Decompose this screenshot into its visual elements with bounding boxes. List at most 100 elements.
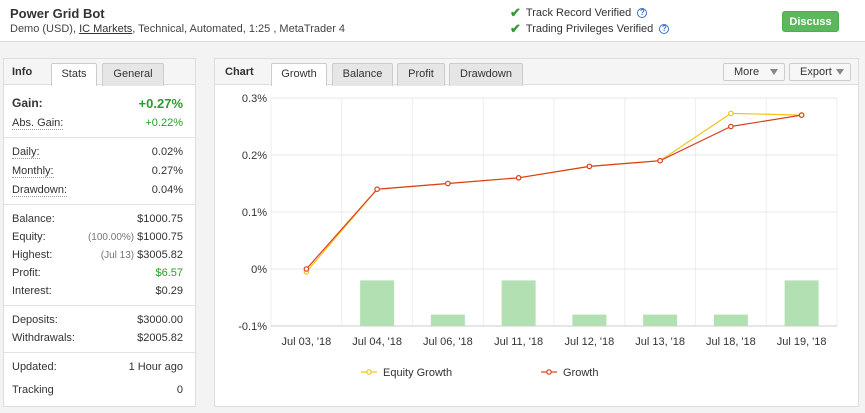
abs-gain-row: Abs. Gain: +0.22% <box>12 117 183 130</box>
tab-drawdown[interactable]: Drawdown <box>449 63 523 86</box>
growth-legend-label: Growth <box>563 367 598 379</box>
deposits-row: Deposits: $3000.00 <box>12 314 183 326</box>
check-icon: ✔ <box>510 21 521 36</box>
tracking-label: Tracking <box>12 384 54 396</box>
tab-general[interactable]: General <box>102 63 164 86</box>
x-tick-label: Jul 19, '18 <box>777 336 827 348</box>
monthly-value: 0.27% <box>151 165 183 177</box>
system-details: , Technical, Automated, 1:25 , MetaTrade… <box>132 23 346 35</box>
x-tick-label: Jul 11, '18 <box>494 336 543 348</box>
system-subtitle: Demo (USD), IC Markets, Technical, Autom… <box>10 23 345 35</box>
growth-point <box>515 175 522 181</box>
info-title: Info <box>12 66 33 78</box>
updated-row: Updated: 1 Hour ago <box>12 361 183 373</box>
drawdown-label[interactable]: Drawdown: <box>12 184 68 197</box>
divider <box>4 204 195 205</box>
chart-bar <box>572 314 607 326</box>
equity-note: (100.00%) <box>87 232 135 243</box>
divider <box>4 137 195 138</box>
monthly-label[interactable]: Monthly: <box>12 165 54 178</box>
updated-value: 1 Hour ago <box>128 361 183 373</box>
x-tick-label: Jul 04, '18 <box>352 336 402 348</box>
y-tick-label: 0.1% <box>242 207 267 219</box>
check-icon: ✔ <box>510 5 521 20</box>
info-panel: Info Stats General Gain: +0.27% Abs. Gai… <box>3 58 196 407</box>
tab-balance[interactable]: Balance <box>332 63 393 86</box>
divider <box>4 305 195 306</box>
chart-bar <box>643 314 678 326</box>
withdrawals-row: Withdrawals: $2005.82 <box>12 332 183 344</box>
track-record-label: Track Record Verified <box>525 7 632 19</box>
gain-value: +0.27% <box>138 96 183 111</box>
highest-note: (Jul 13) <box>100 250 135 261</box>
more-label: More <box>734 66 760 78</box>
growth-point <box>303 266 310 272</box>
x-tick-label: Jul 13, '18 <box>635 336 685 348</box>
balance-value: $1000.75 <box>137 213 183 225</box>
tracking-value: 0 <box>176 384 183 396</box>
divider <box>4 352 195 353</box>
export-label: Export <box>800 66 832 78</box>
help-icon[interactable]: ? <box>659 24 670 34</box>
x-tick-label: Jul 03, '18 <box>281 336 331 348</box>
equity-label: Equity: <box>12 231 46 243</box>
x-tick-label: Jul 12, '18 <box>564 336 614 348</box>
equity-value: $1000.75 <box>137 231 183 243</box>
tracking-row: Tracking 0 <box>12 384 183 396</box>
daily-label[interactable]: Daily: <box>12 146 40 159</box>
track-record-verified: ✔ Track Record Verified ? <box>510 5 648 21</box>
drawdown-value: 0.04% <box>151 184 183 196</box>
profit-label: Profit: <box>12 267 41 279</box>
chart-tabs: Chart Growth Balance Profit Drawdown Mor… <box>215 59 858 86</box>
more-dropdown[interactable]: More <box>723 63 785 81</box>
monthly-row: Monthly: 0.27% <box>12 165 183 178</box>
system-header: Power Grid Bot Demo (USD), IC Markets, T… <box>0 0 865 42</box>
broker-link[interactable]: IC Markets <box>79 23 133 35</box>
trading-privileges-verified: ✔ Trading Privileges Verified ? <box>510 21 670 37</box>
profit-value: $6.57 <box>155 267 183 279</box>
tab-profit[interactable]: Profit <box>397 63 445 86</box>
growth-point <box>728 123 734 130</box>
y-tick-label: 0.3% <box>242 93 267 105</box>
interest-label: Interest: <box>12 285 52 297</box>
chart-bar <box>360 280 395 326</box>
equity-growth-point <box>728 110 734 117</box>
y-tick-label: 0.2% <box>242 150 267 162</box>
help-icon[interactable]: ? <box>637 8 648 18</box>
chart-bar <box>784 280 819 326</box>
daily-value: 0.02% <box>151 146 183 158</box>
trading-privileges-label: Trading Privileges Verified <box>525 23 654 35</box>
equity-row: Equity: (100.00%) $1000.75 <box>12 231 183 243</box>
deposits-label: Deposits: <box>12 314 58 326</box>
equity-growth-legend-label: Equity Growth <box>383 367 452 379</box>
tab-stats[interactable]: Stats <box>51 63 97 86</box>
withdrawals-label: Withdrawals: <box>12 332 75 344</box>
discuss-button[interactable]: Discuss <box>782 11 839 32</box>
x-tick-label: Jul 06, '18 <box>423 336 473 348</box>
chevron-down-icon <box>836 69 844 75</box>
y-tick-label: -0.1% <box>238 321 267 333</box>
balance-label: Balance: <box>12 213 55 225</box>
abs-gain-label[interactable]: Abs. Gain: <box>12 117 64 130</box>
growth-legend-marker <box>546 369 552 375</box>
abs-gain-value: +0.22% <box>145 117 183 129</box>
x-tick-label: Jul 18, '18 <box>706 336 756 348</box>
chart-title: Chart <box>225 66 254 78</box>
tab-growth[interactable]: Growth <box>271 63 327 86</box>
system-title: Power Grid Bot <box>10 6 105 21</box>
equity-growth-legend-marker <box>366 369 372 375</box>
interest-value: $0.29 <box>155 285 183 297</box>
updated-label: Updated: <box>12 361 57 373</box>
export-dropdown[interactable]: Export <box>789 63 851 81</box>
growth-point <box>798 112 805 118</box>
interest-row: Interest: $0.29 <box>12 285 183 297</box>
chart-bar <box>713 314 748 326</box>
withdrawals-value: $2005.82 <box>137 332 183 344</box>
chart-panel: Chart Growth Balance Profit Drawdown Mor… <box>214 58 859 407</box>
info-tabs: Info Stats General <box>4 59 195 86</box>
chevron-down-icon <box>770 69 778 75</box>
highest-value: $3005.82 <box>137 249 183 261</box>
gain-row: Gain: +0.27% <box>12 96 183 111</box>
deposits-value: $3000.00 <box>137 314 183 326</box>
chart-bar <box>430 314 465 326</box>
